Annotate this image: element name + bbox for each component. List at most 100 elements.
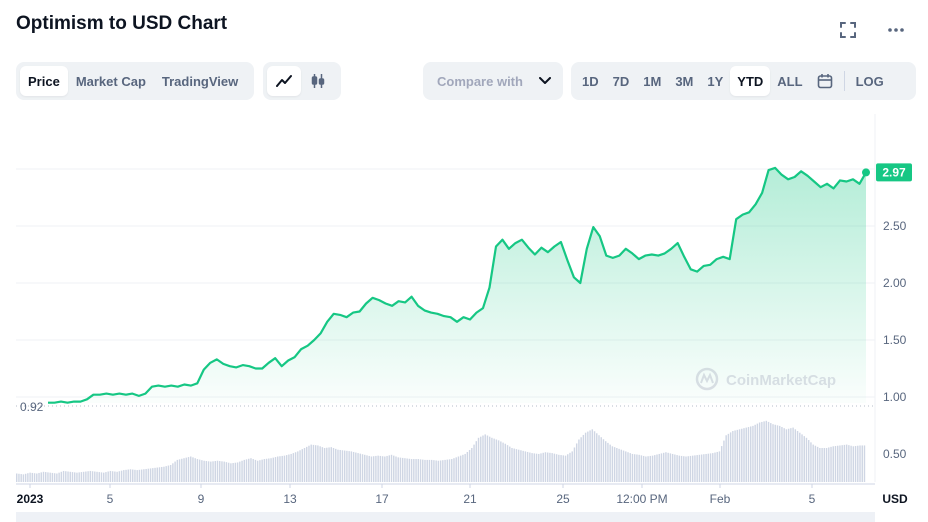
calendar-icon[interactable] <box>810 66 840 96</box>
current-price-dot <box>862 168 870 177</box>
volume-bar <box>328 447 330 482</box>
volume-bar <box>792 427 794 482</box>
volume-bar <box>841 445 843 482</box>
tab-price[interactable]: Price <box>20 66 68 96</box>
volume-bar <box>201 460 203 482</box>
chart-type-group <box>263 62 341 100</box>
volume-bar <box>535 453 538 482</box>
volume-bar <box>339 449 341 482</box>
volume-bar <box>187 457 190 482</box>
volume-bar <box>709 453 712 482</box>
volume-bar <box>239 461 241 482</box>
volume-bar <box>301 449 303 482</box>
volume-bar <box>776 425 779 482</box>
volume-bar <box>562 455 565 482</box>
volume-bar <box>439 460 442 482</box>
range-navigator[interactable] <box>16 512 875 522</box>
volume-bar <box>729 432 732 482</box>
volume-bar <box>799 432 801 482</box>
volume-bar <box>33 473 36 482</box>
range-1y[interactable]: 1Y <box>707 73 724 89</box>
volume-bar <box>274 457 277 482</box>
volume-bar <box>152 468 154 482</box>
volume-bar <box>388 455 391 482</box>
volume-bar <box>283 455 286 482</box>
volume-bar <box>509 446 511 482</box>
volume-bar <box>785 429 788 482</box>
volume-bar <box>852 446 855 482</box>
volume-bar <box>290 453 292 482</box>
fullscreen-icon[interactable] <box>838 20 858 40</box>
volume-bar <box>433 460 435 482</box>
volume-bar <box>154 467 156 482</box>
compare-with-select[interactable]: Compare with <box>423 62 563 100</box>
volume-bar <box>272 457 274 482</box>
volume-bar <box>261 459 263 482</box>
volume-bar <box>718 451 721 482</box>
volume-bar <box>654 455 656 482</box>
volume-bar <box>825 448 828 482</box>
volume-bar <box>368 455 370 482</box>
volume-bar <box>27 473 29 482</box>
volume-bar <box>741 428 743 482</box>
line-chart-icon[interactable] <box>267 66 301 96</box>
volume-bar <box>716 451 718 482</box>
volume-bar <box>337 449 339 482</box>
volume-bar <box>462 454 464 482</box>
volume-bar <box>830 446 832 482</box>
volume-bar <box>82 471 85 482</box>
volume-bar <box>140 469 143 482</box>
volume-bar <box>598 435 600 482</box>
volume-bar <box>705 453 707 482</box>
volume-bar <box>616 448 618 482</box>
volume-bar <box>111 471 114 482</box>
volume-bar <box>794 429 797 482</box>
candlestick-icon[interactable] <box>301 66 335 96</box>
volume-bar <box>631 453 634 482</box>
tab-market-cap[interactable]: Market Cap <box>75 73 146 89</box>
volume-bar <box>466 451 469 482</box>
log-scale-toggle[interactable]: LOG <box>855 73 884 89</box>
range-1d[interactable]: 1D <box>582 73 599 89</box>
volume-bar <box>225 462 228 482</box>
volume-bar <box>810 442 812 482</box>
range-ytd[interactable]: YTD <box>730 66 771 96</box>
volume-bar <box>47 472 49 482</box>
x-tick-label: 9 <box>198 492 205 506</box>
volume-bar <box>149 468 152 482</box>
volume-bar <box>517 449 520 482</box>
range-3m[interactable]: 3M <box>675 73 694 89</box>
volume-bar <box>573 447 576 482</box>
x-tick-label: 25 <box>556 492 570 506</box>
volume-bar <box>787 428 790 482</box>
volume-bar <box>127 469 129 482</box>
volume-bar <box>426 459 428 482</box>
volume-bar <box>854 446 857 482</box>
volume-bar <box>816 446 819 482</box>
volume-bar <box>604 441 607 482</box>
volume-bar <box>364 454 366 482</box>
volume-bar <box>723 440 725 482</box>
volume-bar <box>71 472 74 482</box>
range-7d[interactable]: 7D <box>612 73 630 89</box>
volume-bar <box>555 454 558 482</box>
volume-bar <box>230 463 232 482</box>
volume-bar <box>464 453 466 482</box>
volume-bar <box>627 452 629 482</box>
tab-trading-view[interactable]: TradingView <box>161 73 239 89</box>
x-tick-label: 17 <box>375 492 389 506</box>
more-icon[interactable] <box>886 20 906 40</box>
volume-bar <box>18 473 20 482</box>
volume-bar <box>683 456 685 482</box>
watermark: CoinMarketCap <box>695 367 836 391</box>
volume-bar <box>582 434 585 482</box>
volume-bar <box>116 471 118 482</box>
volume-bar <box>694 455 696 482</box>
volume-bar <box>743 428 745 482</box>
volume-bar <box>524 451 527 482</box>
volume-bar <box>346 450 348 482</box>
range-1m[interactable]: 1M <box>643 73 662 89</box>
range-all[interactable]: ALL <box>777 73 803 89</box>
volume-bar <box>29 472 31 482</box>
volume-bar <box>544 452 547 482</box>
